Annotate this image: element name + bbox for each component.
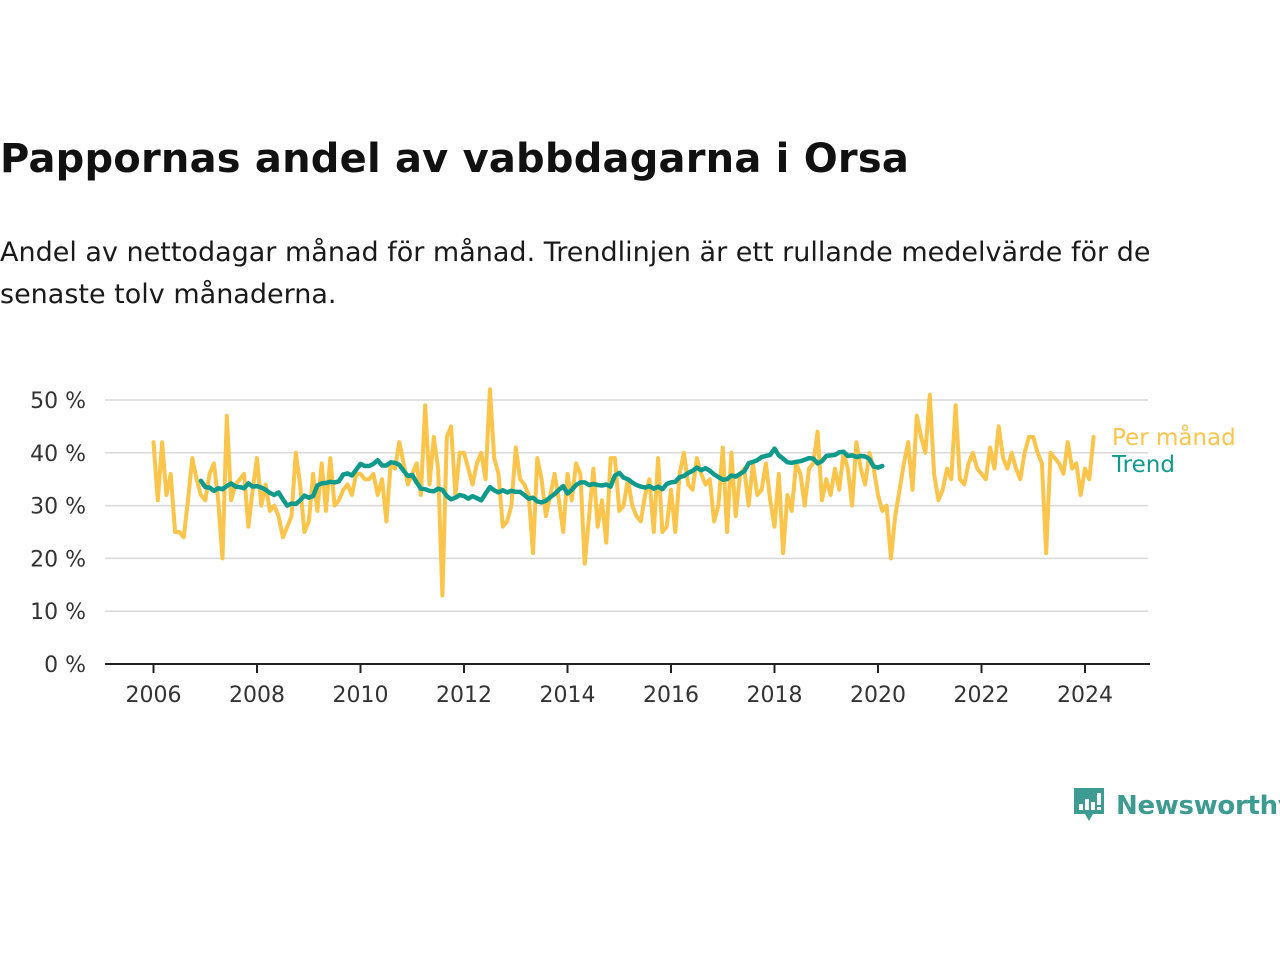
chart-subtitle: Andel av nettodagar månad för månad. Tre… <box>0 237 1151 310</box>
x-tick-label: 2020 <box>850 683 906 708</box>
legend-label-trend: Trend <box>1111 452 1175 478</box>
series-lines <box>151 387 1096 598</box>
x-tick-label: 2012 <box>436 683 492 708</box>
series-line-per-manad <box>151 387 1096 598</box>
newsworthy-logo: Newsworthy <box>1072 786 1280 826</box>
series-line-trend <box>198 446 885 508</box>
y-tick-label: 20 % <box>30 547 86 572</box>
y-tick-label: 30 % <box>30 495 86 520</box>
y-tick-label: 50 % <box>30 389 86 414</box>
y-tick-label: 0 % <box>44 653 86 678</box>
x-tick-label: 2008 <box>229 683 285 708</box>
chart-title: Pappornas andel av vabbdagarna i Orsa <box>0 136 910 182</box>
x-tick-label: 2014 <box>540 683 596 708</box>
newsworthy-logo-text: Newsworthy <box>1116 791 1280 821</box>
y-tick-label: 40 % <box>30 442 86 467</box>
x-tick-label: 2006 <box>126 683 182 708</box>
y-axis-ticks: 0 % 10 % 20 % 30 % 40 % 50 % <box>30 389 86 678</box>
newsworthy-logo-icon <box>1074 788 1104 821</box>
y-tick-label: 10 % <box>30 600 86 625</box>
x-tick-label: 2016 <box>643 683 699 708</box>
x-tick-label: 2018 <box>747 683 803 708</box>
x-tick-label: 2010 <box>333 683 389 708</box>
x-tick-label: 2024 <box>1057 683 1113 708</box>
line-chart: 0 % 10 % 20 % 30 % 40 % 50 % 2006 2008 2010 2012… <box>30 387 1236 708</box>
x-tick-label: 2022 <box>954 683 1010 708</box>
legend-label-per-manad: Per månad <box>1112 423 1236 451</box>
x-axis: 2006 2008 2010 2012 2014 2016 2018 2020 2022 2024 <box>105 663 1150 708</box>
